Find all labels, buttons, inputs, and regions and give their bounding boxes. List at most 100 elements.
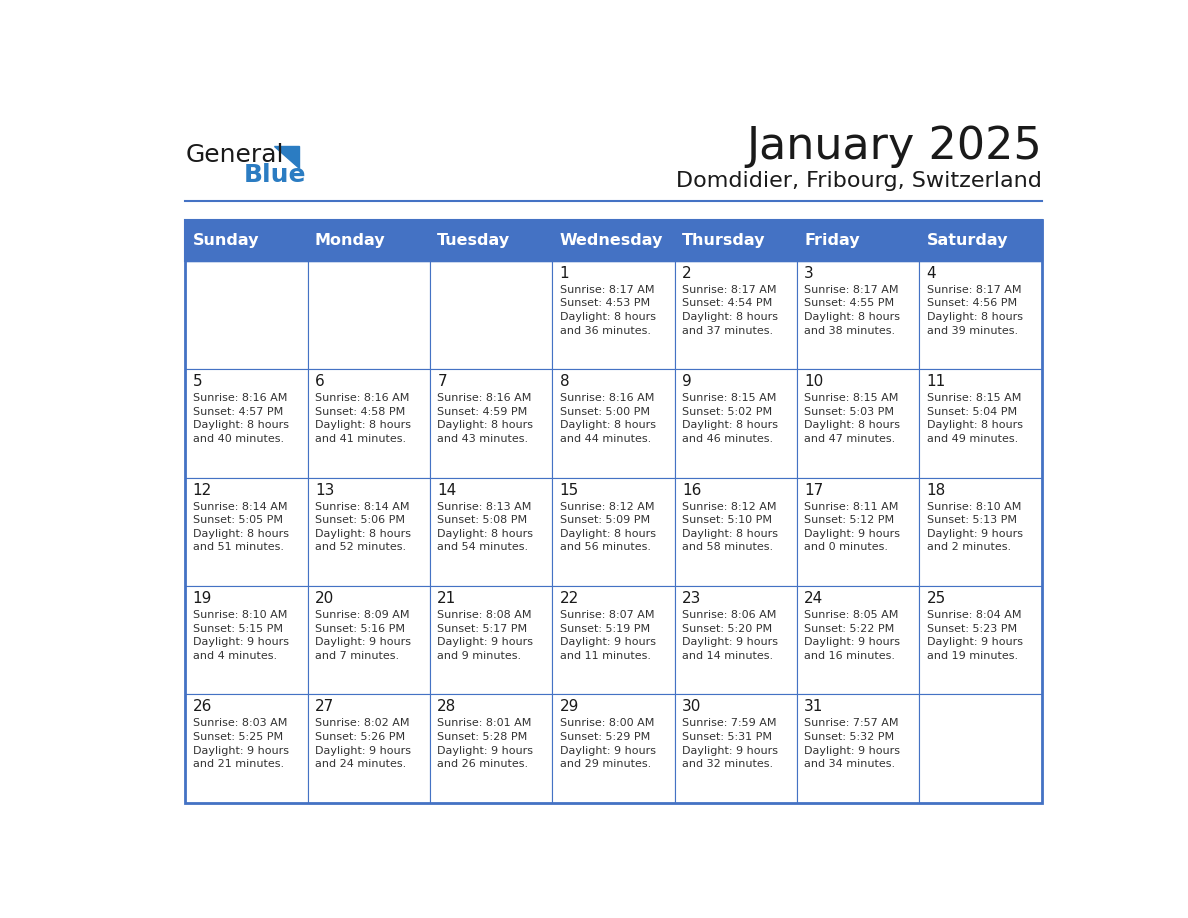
Text: 27: 27 — [315, 700, 334, 714]
Text: Sunrise: 8:09 AM
Sunset: 5:16 PM
Daylight: 9 hours
and 7 minutes.: Sunrise: 8:09 AM Sunset: 5:16 PM Dayligh… — [315, 610, 411, 661]
FancyBboxPatch shape — [552, 694, 675, 803]
Text: Sunrise: 8:05 AM
Sunset: 5:22 PM
Daylight: 9 hours
and 16 minutes.: Sunrise: 8:05 AM Sunset: 5:22 PM Dayligh… — [804, 610, 901, 661]
FancyBboxPatch shape — [797, 586, 920, 694]
Text: Sunrise: 8:00 AM
Sunset: 5:29 PM
Daylight: 9 hours
and 29 minutes.: Sunrise: 8:00 AM Sunset: 5:29 PM Dayligh… — [560, 719, 656, 769]
Text: Sunrise: 8:15 AM
Sunset: 5:03 PM
Daylight: 8 hours
and 47 minutes.: Sunrise: 8:15 AM Sunset: 5:03 PM Dayligh… — [804, 393, 901, 444]
Text: Sunrise: 8:08 AM
Sunset: 5:17 PM
Daylight: 9 hours
and 9 minutes.: Sunrise: 8:08 AM Sunset: 5:17 PM Dayligh… — [437, 610, 533, 661]
FancyBboxPatch shape — [797, 261, 920, 369]
FancyBboxPatch shape — [920, 219, 1042, 261]
Text: Sunrise: 8:17 AM
Sunset: 4:56 PM
Daylight: 8 hours
and 39 minutes.: Sunrise: 8:17 AM Sunset: 4:56 PM Dayligh… — [927, 285, 1023, 336]
FancyBboxPatch shape — [552, 219, 675, 261]
Text: Sunrise: 8:12 AM
Sunset: 5:09 PM
Daylight: 8 hours
and 56 minutes.: Sunrise: 8:12 AM Sunset: 5:09 PM Dayligh… — [560, 501, 656, 553]
FancyBboxPatch shape — [675, 694, 797, 803]
Text: Monday: Monday — [315, 233, 386, 248]
Text: Domdidier, Fribourg, Switzerland: Domdidier, Fribourg, Switzerland — [676, 171, 1042, 191]
FancyBboxPatch shape — [308, 694, 430, 803]
Text: Sunrise: 7:57 AM
Sunset: 5:32 PM
Daylight: 9 hours
and 34 minutes.: Sunrise: 7:57 AM Sunset: 5:32 PM Dayligh… — [804, 719, 901, 769]
Text: Sunrise: 8:12 AM
Sunset: 5:10 PM
Daylight: 8 hours
and 58 minutes.: Sunrise: 8:12 AM Sunset: 5:10 PM Dayligh… — [682, 501, 778, 553]
Text: Friday: Friday — [804, 233, 860, 248]
FancyBboxPatch shape — [308, 586, 430, 694]
Text: 26: 26 — [192, 700, 211, 714]
FancyBboxPatch shape — [185, 586, 308, 694]
Text: 20: 20 — [315, 591, 334, 606]
Text: Sunrise: 8:14 AM
Sunset: 5:06 PM
Daylight: 8 hours
and 52 minutes.: Sunrise: 8:14 AM Sunset: 5:06 PM Dayligh… — [315, 501, 411, 553]
Polygon shape — [273, 145, 298, 168]
FancyBboxPatch shape — [185, 694, 308, 803]
FancyBboxPatch shape — [185, 369, 308, 477]
FancyBboxPatch shape — [430, 477, 552, 586]
Text: Sunrise: 8:16 AM
Sunset: 4:59 PM
Daylight: 8 hours
and 43 minutes.: Sunrise: 8:16 AM Sunset: 4:59 PM Dayligh… — [437, 393, 533, 444]
Text: 23: 23 — [682, 591, 701, 606]
Text: 4: 4 — [927, 265, 936, 281]
Text: Tuesday: Tuesday — [437, 233, 511, 248]
Text: 22: 22 — [560, 591, 579, 606]
Text: 31: 31 — [804, 700, 823, 714]
Text: Sunrise: 8:14 AM
Sunset: 5:05 PM
Daylight: 8 hours
and 51 minutes.: Sunrise: 8:14 AM Sunset: 5:05 PM Dayligh… — [192, 501, 289, 553]
Text: Sunrise: 8:04 AM
Sunset: 5:23 PM
Daylight: 9 hours
and 19 minutes.: Sunrise: 8:04 AM Sunset: 5:23 PM Dayligh… — [927, 610, 1023, 661]
Text: 11: 11 — [927, 375, 946, 389]
FancyBboxPatch shape — [920, 694, 1042, 803]
FancyBboxPatch shape — [430, 219, 552, 261]
FancyBboxPatch shape — [797, 694, 920, 803]
Text: Sunrise: 8:10 AM
Sunset: 5:13 PM
Daylight: 9 hours
and 2 minutes.: Sunrise: 8:10 AM Sunset: 5:13 PM Dayligh… — [927, 501, 1023, 553]
FancyBboxPatch shape — [308, 369, 430, 477]
Text: 13: 13 — [315, 483, 334, 498]
Text: Sunrise: 8:16 AM
Sunset: 5:00 PM
Daylight: 8 hours
and 44 minutes.: Sunrise: 8:16 AM Sunset: 5:00 PM Dayligh… — [560, 393, 656, 444]
Text: Sunrise: 8:15 AM
Sunset: 5:04 PM
Daylight: 8 hours
and 49 minutes.: Sunrise: 8:15 AM Sunset: 5:04 PM Dayligh… — [927, 393, 1023, 444]
Text: 18: 18 — [927, 483, 946, 498]
FancyBboxPatch shape — [185, 477, 308, 586]
Text: 9: 9 — [682, 375, 691, 389]
FancyBboxPatch shape — [797, 477, 920, 586]
Text: Sunday: Sunday — [192, 233, 259, 248]
FancyBboxPatch shape — [797, 369, 920, 477]
Text: 30: 30 — [682, 700, 701, 714]
Text: Sunrise: 8:15 AM
Sunset: 5:02 PM
Daylight: 8 hours
and 46 minutes.: Sunrise: 8:15 AM Sunset: 5:02 PM Dayligh… — [682, 393, 778, 444]
Text: Saturday: Saturday — [927, 233, 1009, 248]
FancyBboxPatch shape — [308, 261, 430, 369]
Text: 6: 6 — [315, 375, 324, 389]
Text: Sunrise: 7:59 AM
Sunset: 5:31 PM
Daylight: 9 hours
and 32 minutes.: Sunrise: 7:59 AM Sunset: 5:31 PM Dayligh… — [682, 719, 778, 769]
Text: 2: 2 — [682, 265, 691, 281]
FancyBboxPatch shape — [185, 219, 308, 261]
FancyBboxPatch shape — [920, 369, 1042, 477]
Text: 24: 24 — [804, 591, 823, 606]
FancyBboxPatch shape — [920, 586, 1042, 694]
FancyBboxPatch shape — [675, 261, 797, 369]
Text: Thursday: Thursday — [682, 233, 765, 248]
Text: 28: 28 — [437, 700, 456, 714]
Text: 1: 1 — [560, 265, 569, 281]
Text: Sunrise: 8:10 AM
Sunset: 5:15 PM
Daylight: 9 hours
and 4 minutes.: Sunrise: 8:10 AM Sunset: 5:15 PM Dayligh… — [192, 610, 289, 661]
Text: 21: 21 — [437, 591, 456, 606]
Text: General: General — [185, 143, 284, 167]
FancyBboxPatch shape — [675, 477, 797, 586]
FancyBboxPatch shape — [185, 261, 308, 369]
Text: 15: 15 — [560, 483, 579, 498]
Text: Sunrise: 8:03 AM
Sunset: 5:25 PM
Daylight: 9 hours
and 21 minutes.: Sunrise: 8:03 AM Sunset: 5:25 PM Dayligh… — [192, 719, 289, 769]
Text: Wednesday: Wednesday — [560, 233, 663, 248]
Text: 10: 10 — [804, 375, 823, 389]
Text: 14: 14 — [437, 483, 456, 498]
Text: Blue: Blue — [244, 163, 305, 187]
Text: Sunrise: 8:07 AM
Sunset: 5:19 PM
Daylight: 9 hours
and 11 minutes.: Sunrise: 8:07 AM Sunset: 5:19 PM Dayligh… — [560, 610, 656, 661]
Text: 29: 29 — [560, 700, 579, 714]
FancyBboxPatch shape — [430, 261, 552, 369]
Text: 16: 16 — [682, 483, 701, 498]
FancyBboxPatch shape — [552, 477, 675, 586]
Text: 17: 17 — [804, 483, 823, 498]
Text: Sunrise: 8:06 AM
Sunset: 5:20 PM
Daylight: 9 hours
and 14 minutes.: Sunrise: 8:06 AM Sunset: 5:20 PM Dayligh… — [682, 610, 778, 661]
Text: 7: 7 — [437, 375, 447, 389]
Text: Sunrise: 8:01 AM
Sunset: 5:28 PM
Daylight: 9 hours
and 26 minutes.: Sunrise: 8:01 AM Sunset: 5:28 PM Dayligh… — [437, 719, 533, 769]
FancyBboxPatch shape — [675, 219, 797, 261]
Text: 5: 5 — [192, 375, 202, 389]
FancyBboxPatch shape — [797, 219, 920, 261]
FancyBboxPatch shape — [552, 261, 675, 369]
Text: Sunrise: 8:17 AM
Sunset: 4:53 PM
Daylight: 8 hours
and 36 minutes.: Sunrise: 8:17 AM Sunset: 4:53 PM Dayligh… — [560, 285, 656, 336]
Text: 25: 25 — [927, 591, 946, 606]
Text: Sunrise: 8:17 AM
Sunset: 4:55 PM
Daylight: 8 hours
and 38 minutes.: Sunrise: 8:17 AM Sunset: 4:55 PM Dayligh… — [804, 285, 901, 336]
Text: Sunrise: 8:16 AM
Sunset: 4:58 PM
Daylight: 8 hours
and 41 minutes.: Sunrise: 8:16 AM Sunset: 4:58 PM Dayligh… — [315, 393, 411, 444]
FancyBboxPatch shape — [430, 586, 552, 694]
Text: Sunrise: 8:16 AM
Sunset: 4:57 PM
Daylight: 8 hours
and 40 minutes.: Sunrise: 8:16 AM Sunset: 4:57 PM Dayligh… — [192, 393, 289, 444]
FancyBboxPatch shape — [308, 477, 430, 586]
Text: Sunrise: 8:02 AM
Sunset: 5:26 PM
Daylight: 9 hours
and 24 minutes.: Sunrise: 8:02 AM Sunset: 5:26 PM Dayligh… — [315, 719, 411, 769]
Text: 3: 3 — [804, 265, 814, 281]
